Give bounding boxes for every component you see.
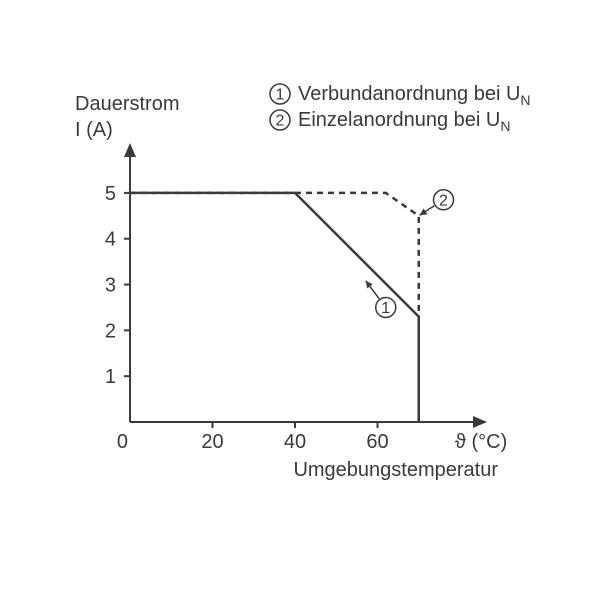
x-tick-label: 0 (117, 431, 128, 453)
y-tick-label: 5 (105, 183, 116, 205)
derating-chart: 1 2 3 4 5 0 20 40 60 Dauerstrom I (A) ϑ (°C) Umgebun… (0, 0, 600, 600)
svg-text:2: 2 (276, 113, 285, 130)
x-tick-label: 20 (201, 431, 223, 453)
x-axis-unit: ϑ (°C) (455, 431, 507, 453)
y-axis-title-1: Dauerstrom (75, 93, 179, 115)
legend-label-2: Einzelanordnung bei UN (298, 109, 511, 134)
y-tick-label: 1 (105, 366, 116, 388)
legend-label-1: Verbundanordnung bei UN (298, 83, 531, 108)
svg-text:1: 1 (276, 87, 285, 104)
y-tick-label: 4 (105, 229, 116, 251)
svg-text:2: 2 (439, 192, 448, 209)
x-axis-title: Umgebungstemperatur (293, 459, 498, 481)
x-tick-label: 40 (284, 431, 306, 453)
y-tick-label: 3 (105, 275, 116, 297)
y-axis-title-2: I (A) (75, 119, 113, 141)
y-tick-label: 2 (105, 320, 116, 342)
x-tick-label: 60 (366, 431, 388, 453)
svg-text:1: 1 (381, 300, 390, 317)
